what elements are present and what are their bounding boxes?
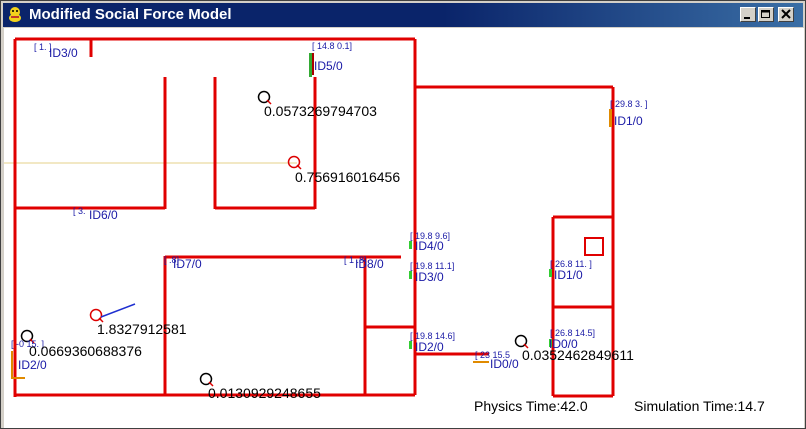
agent-markers — [11, 53, 612, 379]
agent-coord: [ 1 .8] — [344, 255, 367, 265]
simulation-canvas: [ 1. ] ID3/0 [ 14.8 0.1] ID5/0 [ 29.8 3.… — [4, 28, 804, 428]
agent-coord: [ 14.8 0.1] — [312, 41, 352, 51]
pedestrian-icon — [514, 334, 529, 349]
agent-id-label: ID1/0 — [554, 268, 583, 282]
physics-time: Physics Time:42.0 — [474, 398, 588, 414]
agent-id-label: ID7/0 — [173, 257, 202, 271]
agent-coord: [ -0 15. ] — [11, 339, 44, 349]
agent-id-label: ID8/0 — [355, 257, 384, 271]
simulation-time: Simulation Time:14.7 — [634, 398, 765, 414]
agent-coord: [ 3. — [73, 206, 86, 216]
force-value: 0.0669360688376 — [29, 343, 142, 359]
agent-id-label: ID3/0 — [49, 46, 78, 60]
agent-coord: [ 26.8 11. ] — [550, 259, 592, 269]
walls — [13, 37, 615, 398]
floor-plan: [ 1. ] ID3/0 [ 14.8 0.1] ID5/0 [ 29.8 3.… — [4, 37, 765, 414]
agent-coord: [ 19.8 14.6] — [410, 331, 455, 341]
agent-id-label: ID0/0 — [490, 357, 519, 371]
minimize-icon — [744, 17, 750, 19]
agent-id-label: ID6/0 — [89, 208, 118, 222]
agent-id-label: ID4/0 — [415, 239, 444, 253]
agent-id-label: ID2/0 — [415, 340, 444, 354]
agent-coord: [ 29.8 3. ] — [610, 99, 648, 109]
maximize-button[interactable] — [758, 7, 774, 22]
force-value: 0.0352462849611 — [522, 347, 634, 363]
agent-coord: [ 26.8 14.5] — [550, 328, 595, 338]
force-value: 0.756916016456 — [295, 169, 400, 185]
pedestrian-icon — [89, 303, 136, 323]
force-value: 0.0130929248655 — [208, 385, 321, 401]
agent-coord: [ .8] — [164, 255, 179, 265]
agent-id-label: ID2/0 — [18, 358, 47, 372]
pedestrian-icon — [287, 155, 302, 170]
pedestrian-icon — [257, 90, 272, 105]
maximize-icon — [761, 10, 770, 18]
agent-coord: [ 23 15.5 — [475, 350, 510, 360]
agent-id-label: ID0/0 — [549, 337, 578, 351]
agent-id-label: ID1/0 — [614, 114, 643, 128]
close-icon — [781, 9, 791, 19]
title-bar[interactable]: Modified Social Force Model — [3, 3, 803, 27]
agent-coord: [ 19.8 9.6] — [410, 231, 450, 241]
force-value: 1.8327912581 — [97, 321, 187, 337]
minimize-button[interactable] — [740, 7, 756, 22]
pedestrians — [20, 90, 529, 387]
force-value: 0.0573269794703 — [264, 103, 377, 119]
pedestrian-icon — [20, 329, 35, 344]
close-button[interactable] — [778, 7, 794, 22]
agent-coord: [ 19.8 11.1] — [410, 261, 454, 271]
agent-id-label: ID3/0 — [415, 270, 444, 284]
window-title: Modified Social Force Model — [29, 6, 232, 23]
pedestrian-icon — [199, 372, 214, 387]
agent-id-label: ID5/0 — [314, 59, 343, 73]
velocity-vector — [100, 303, 136, 318]
agent-coord: [ 1. ] — [34, 42, 52, 52]
pygame-snake-icon — [7, 6, 23, 23]
